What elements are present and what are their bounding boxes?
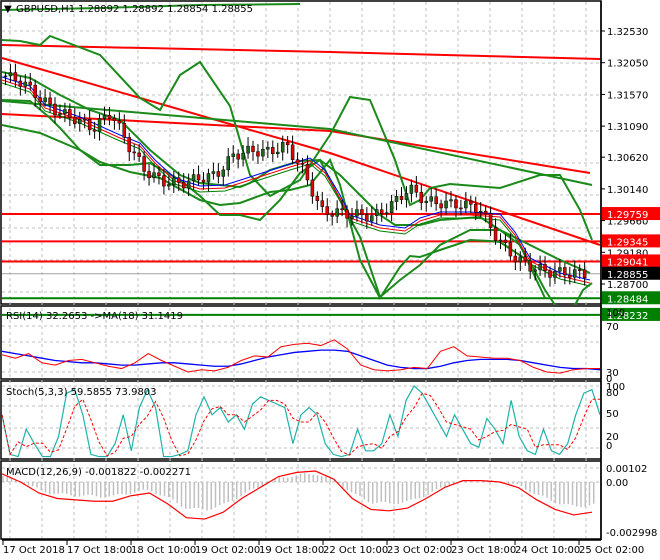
- time-label: 23 Oct 18:00: [451, 545, 516, 556]
- price-tick: 1.32530: [607, 27, 648, 38]
- price-tick: 1.30620: [607, 153, 648, 164]
- time-label: 19 Oct 18:00: [259, 545, 324, 556]
- rsi-label: RSI(14) 32.2653 ->MA(18) 31.1419: [6, 311, 183, 322]
- price-tag: 1.29759: [607, 210, 648, 221]
- ohlc-values: 1.28892 1.28892 1.28854 1.28855: [78, 4, 253, 15]
- grid-lines: [2, 2, 600, 538]
- rsi-tick: 0: [606, 374, 612, 385]
- panel-frames: [0, 0, 602, 540]
- price-tick: 1.29180: [607, 248, 648, 259]
- time-label: 23 Oct 02:00: [387, 545, 452, 556]
- price-tick: 1.32050: [607, 59, 648, 70]
- price-tick: 1.29660: [607, 217, 648, 228]
- stoch-panel: [1, 385, 601, 458]
- time-label: 18 Oct 10:00: [131, 545, 196, 556]
- price-tag: 1.29041: [607, 257, 648, 268]
- price-tag: 1.29345: [607, 237, 648, 248]
- symbol-label: GBPUSD,H1: [16, 4, 75, 15]
- price-tick: 1.31570: [607, 90, 648, 101]
- macd-tick: -0.002998: [606, 528, 657, 539]
- price-tag: 1.28484: [607, 294, 648, 305]
- time-label: 25 Oct 02:00: [579, 545, 644, 556]
- stoch-tick: 80: [606, 388, 619, 399]
- price-tick: 1.28700: [607, 280, 648, 291]
- time-label: 17 Oct 2018: [3, 545, 65, 556]
- macd-label: MACD(12,26,9) -0.001822 -0.002271: [6, 467, 191, 478]
- macd-tick: 0.00: [606, 478, 628, 489]
- price-tag: 1.28855: [607, 270, 648, 281]
- stoch-tick: 0: [606, 441, 612, 452]
- price-tick: 1.30140: [607, 185, 648, 196]
- rsi-tick: 70: [606, 322, 619, 333]
- rsi-tick: 30: [606, 368, 619, 379]
- stoch-tick: 100: [606, 382, 625, 393]
- stoch-tick: 50: [606, 409, 619, 420]
- price-tick: 1.31090: [607, 122, 648, 133]
- time-label: 24 Oct 10:00: [515, 545, 580, 556]
- time-label: 17 Oct 18:00: [67, 545, 132, 556]
- candlesticks: [3, 63, 587, 287]
- macd-tick: 0.00102: [606, 464, 647, 475]
- time-label: 22 Oct 10:00: [323, 545, 388, 556]
- rsi-panel: [1, 339, 601, 374]
- price-tag: 1.28232: [607, 311, 648, 322]
- stoch-tick: 20: [606, 432, 619, 443]
- macd-panel: [1, 470, 595, 520]
- stoch-label: Stoch(5,3,3) 59.5855 73.9803: [6, 387, 157, 398]
- rsi-tick: 100: [606, 308, 625, 319]
- time-label: 19 Oct 02:00: [195, 545, 260, 556]
- main-price-overlays: [1, 3, 601, 316]
- collapse-arrow-icon[interactable]: ▼: [4, 4, 12, 15]
